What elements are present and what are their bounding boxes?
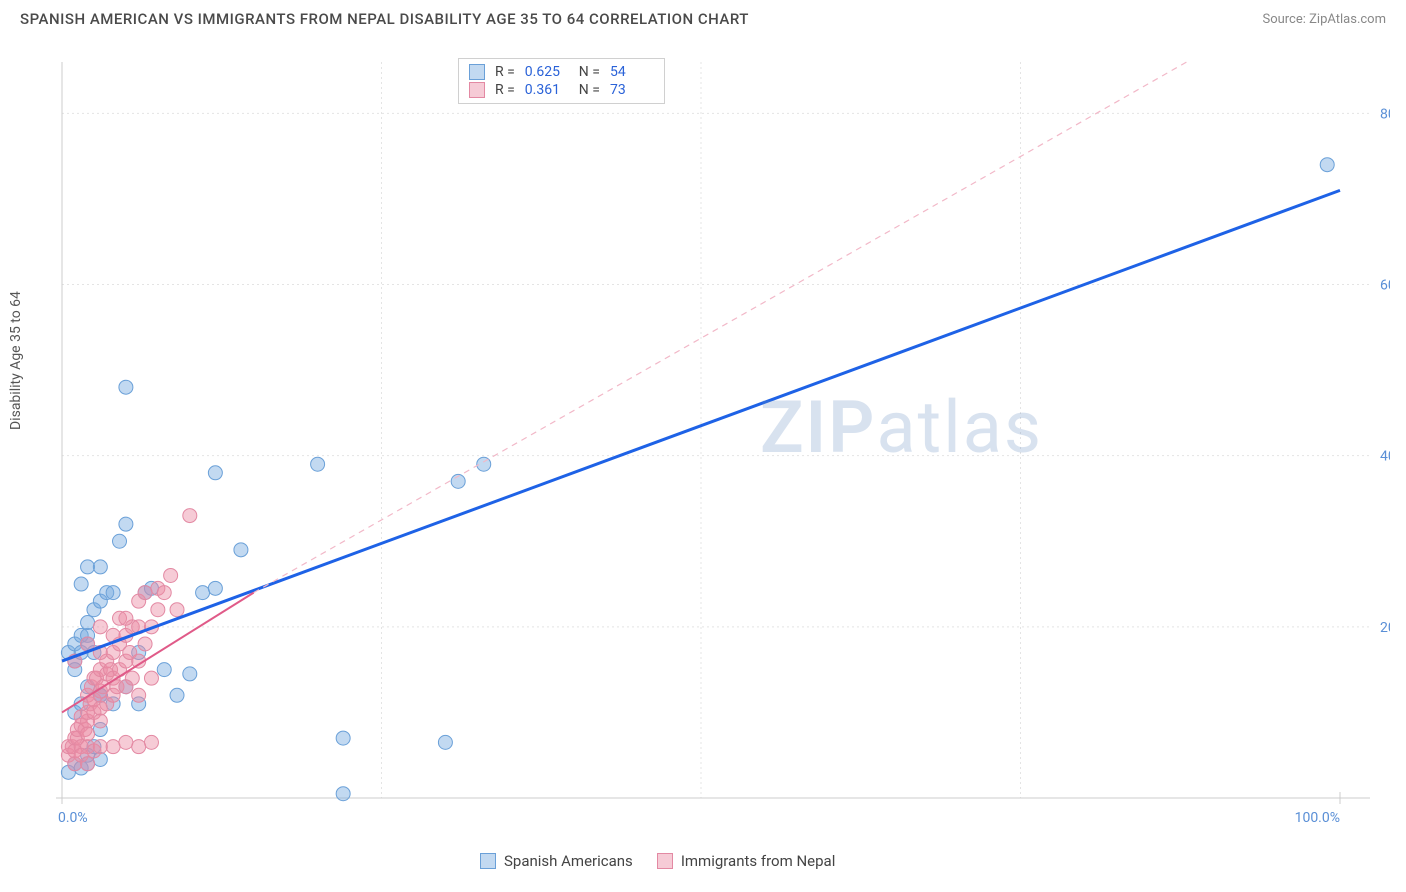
svg-text:20.0%: 20.0% [1380,620,1390,636]
series-name: Spanish Americans [504,852,633,870]
stat-n-label: N = [579,64,600,80]
svg-text:60.0%: 60.0% [1380,278,1390,294]
series-legend: Spanish Americans Immigrants from Nepal [480,852,835,870]
chart-title: SPANISH AMERICAN VS IMMIGRANTS FROM NEPA… [20,10,749,28]
svg-text:80.0%: 80.0% [1380,106,1390,122]
stats-legend-row: R = 0.361 N = 73 [469,81,654,99]
series-name: Immigrants from Nepal [681,852,836,870]
series-legend-item: Spanish Americans [480,852,633,870]
legend-swatch-icon [469,64,485,80]
svg-text:0.0%: 0.0% [58,810,88,826]
plot-area: 20.0% 40.0% 60.0% 80.0% 0.0% 100.0% [50,50,1390,840]
stat-r-label: R = [495,64,515,80]
legend-swatch-icon [480,853,496,869]
y-axis-label: Disability Age 35 to 64 [8,291,24,430]
svg-text:40.0%: 40.0% [1380,449,1390,465]
series-legend-item: Immigrants from Nepal [657,852,836,870]
stat-r-label: R = [495,82,515,98]
stat-r-value: 0.361 [525,82,569,98]
stat-n-value: 54 [610,64,654,80]
title-bar: SPANISH AMERICAN VS IMMIGRANTS FROM NEPA… [0,0,1406,34]
stat-n-label: N = [579,82,600,98]
legend-swatch-icon [469,82,485,98]
stat-n-value: 73 [610,82,654,98]
stats-legend-row: R = 0.625 N = 54 [469,63,654,81]
source-label: Source: ZipAtlas.com [1262,12,1386,27]
stat-r-value: 0.625 [525,64,569,80]
stats-legend: R = 0.625 N = 54 R = 0.361 N = 73 [458,58,665,104]
scatter-chart: 20.0% 40.0% 60.0% 80.0% 0.0% 100.0% [50,50,1390,840]
legend-swatch-icon [657,853,673,869]
svg-text:100.0%: 100.0% [1295,810,1340,826]
